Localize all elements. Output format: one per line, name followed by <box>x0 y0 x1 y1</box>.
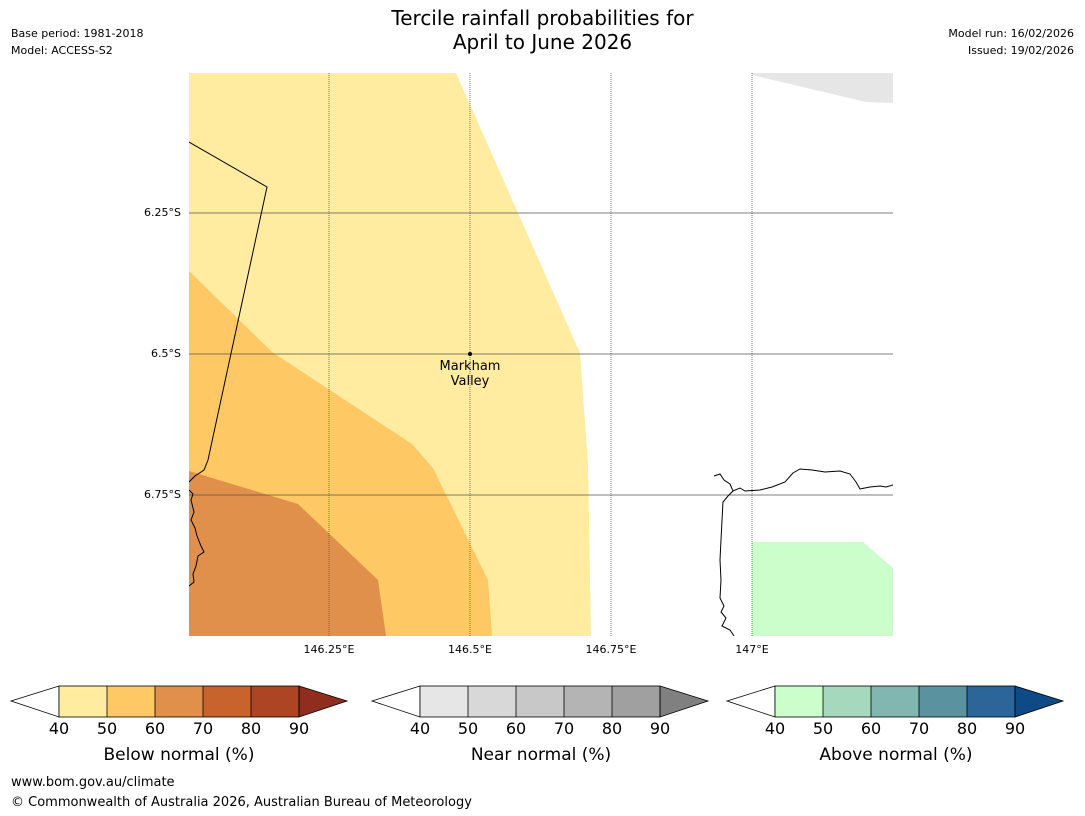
colorbar-below-tick: 70 <box>192 719 214 738</box>
title-line-2: April to June 2026 <box>452 30 633 54</box>
colorbar-near-label: Near normal (%) <box>470 745 612 765</box>
lon-label-4: 147°E <box>735 643 769 656</box>
colorbar-below-tick: 80 <box>240 719 262 738</box>
colorbar-above-tick: 40 <box>764 719 786 738</box>
colorbar-below-tick: 50 <box>96 719 118 738</box>
lon-label-2: 146.5°E <box>448 643 492 656</box>
colorbar-below-tick: 90 <box>288 719 310 738</box>
coastline-west <box>189 489 205 587</box>
gridlines <box>189 73 893 636</box>
colorbar-near-tick: 80 <box>601 719 623 738</box>
colorbar-above-label: Above normal (%) <box>819 745 973 765</box>
colorbar-above-tick: 80 <box>956 719 978 738</box>
colorbar-near-tick: 60 <box>505 719 527 738</box>
colorbar-below-label: Below normal (%) <box>103 745 255 765</box>
colorbar-above-tick: 70 <box>908 719 930 738</box>
lon-label-1: 146.25°E <box>303 643 355 656</box>
province-boundary <box>189 141 268 483</box>
footer-url: www.bom.gov.au/climate <box>11 775 175 790</box>
lat-label-1: 6.25°S <box>144 206 181 219</box>
colorbar-near-tick: 40 <box>409 719 431 738</box>
above-normal-region <box>752 542 893 636</box>
base-period-text: Base period: 1981-2018 <box>11 27 144 40</box>
colorbar-near-tick: 70 <box>553 719 575 738</box>
colorbar-below-tick: 40 <box>48 719 70 738</box>
place-label: Markham Valley <box>420 359 520 389</box>
lon-label-3: 146.75°E <box>585 643 637 656</box>
colorbar-above-tick: 90 <box>1004 719 1026 738</box>
model-text: Model: ACCESS-S2 <box>11 44 113 57</box>
colorbar-near-tick: 50 <box>457 719 479 738</box>
coastline-east <box>713 468 893 492</box>
place-name-line-1: Markham <box>439 359 501 374</box>
title-line-1: Tercile rainfall probabilities for <box>391 6 694 30</box>
footer-copyright: © Commonwealth of Australia 2026, Austra… <box>11 795 472 810</box>
colorbar-below-tick: 60 <box>144 719 166 738</box>
near-normal-region <box>752 73 893 103</box>
coastline-river <box>719 490 735 636</box>
colorbar-above-tick: 50 <box>812 719 834 738</box>
place-name-line-2: Valley <box>450 374 490 389</box>
issued-text: Issued: 19/02/2026 <box>967 44 1074 57</box>
chart-title: Tercile rainfall probabilities for April… <box>0 6 1085 54</box>
below-normal-60-70-region <box>189 471 386 636</box>
colorbar-near-tick: 90 <box>649 719 671 738</box>
colorbar-above-tick: 60 <box>860 719 882 738</box>
lat-label-2: 6.5°S <box>151 347 181 360</box>
lat-label-3: 6.75°S <box>144 488 181 501</box>
model-run-text: Model run: 16/02/2026 <box>948 27 1074 40</box>
markham-valley-marker <box>468 352 472 356</box>
